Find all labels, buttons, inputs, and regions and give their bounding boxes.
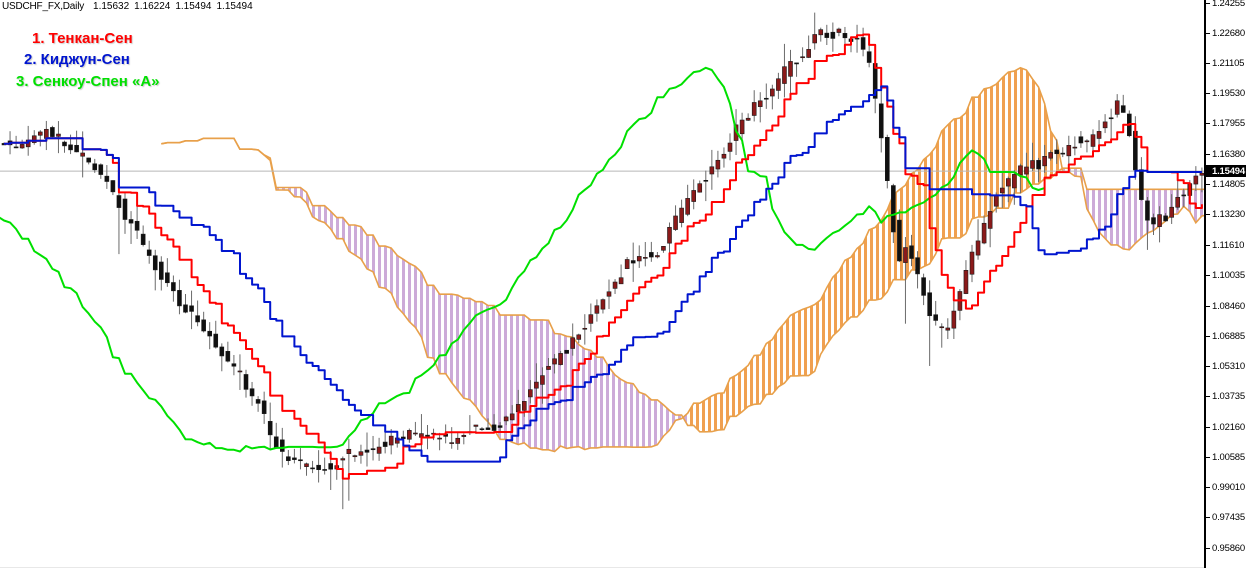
price-tick: 1.24255 [1206, 0, 1245, 9]
price-tick: 1.02160 [1206, 422, 1245, 433]
high-value: 1.16224 [134, 1, 171, 12]
price-tick-label: 1.00585 [1212, 451, 1245, 463]
tick-mark [1206, 2, 1210, 4]
price-tick: 0.99010 [1206, 482, 1245, 493]
tick-mark [1206, 153, 1210, 155]
kumo-cloud-group [161, 66, 1204, 453]
price-tick: 1.03735 [1206, 391, 1245, 402]
price-tick: 1.13230 [1206, 209, 1245, 220]
price-tick-label: 1.22680 [1212, 27, 1245, 39]
tick-mark [1206, 547, 1210, 549]
tick-mark [1206, 456, 1210, 458]
price-tick: 1.17955 [1206, 118, 1245, 129]
low-value: 1.15494 [175, 1, 212, 12]
price-tick-label: 1.02160 [1212, 421, 1245, 433]
price-tick-label: 1.06885 [1212, 330, 1245, 342]
tenkan-sen-line [4, 33, 1203, 480]
tick-mark [1206, 32, 1210, 34]
tick-mark [1206, 183, 1210, 185]
symbol-timeframe-label: USDCHF_FX,Daily [2, 1, 85, 12]
tick-mark [1206, 245, 1210, 247]
chart-plot-area[interactable] [0, 0, 1204, 568]
tick-mark [1206, 93, 1210, 95]
price-tick: 1.16380 [1206, 149, 1245, 160]
tick-mark [1206, 214, 1210, 216]
candlestick-series [1, 12, 1204, 510]
price-tick-label: 1.24255 [1212, 0, 1245, 9]
last-price-badge: 1.15494 [1206, 165, 1246, 178]
price-tick-label: 1.03735 [1212, 391, 1245, 403]
price-tick-label: 1.21105 [1212, 57, 1245, 69]
ohlc-values: 1.15632 1.16224 1.15494 1.15494 [93, 1, 253, 12]
legend-item-kijun-sen: 2. Киджун-Сен [24, 51, 130, 69]
senkou-span-a-line [0, 66, 1045, 453]
symbol-header: USDCHF_FX,Daily 1.15632 1.16224 1.15494 … [0, 0, 700, 13]
kijun-sen-line [4, 85, 1202, 463]
price-tick-label: 0.95860 [1212, 542, 1245, 554]
price-tick-label: 1.13230 [1212, 209, 1245, 221]
price-tick-label: 1.05310 [1212, 361, 1245, 373]
price-tick-label: 1.14805 [1212, 178, 1245, 190]
price-tick: 1.05310 [1206, 361, 1245, 372]
price-tick: 1.14805 [1206, 179, 1245, 190]
price-tick: 1.08460 [1206, 301, 1245, 312]
tick-mark [1206, 396, 1210, 398]
indicator-legend: 1. Тенкан-Сен 2. Киджун-Сен 3. Сенкоу-Сп… [16, 28, 160, 92]
price-tick-label: 0.97435 [1212, 512, 1245, 524]
price-tick-label: 1.17955 [1212, 118, 1245, 130]
price-tick: 1.22680 [1206, 28, 1245, 39]
tick-mark [1206, 426, 1210, 428]
tick-mark [1206, 62, 1210, 64]
legend-item-senkou-span-a: 3. Сенкоу-Спен «А» [16, 72, 160, 90]
tick-mark [1206, 366, 1210, 368]
open-value: 1.15632 [93, 1, 130, 12]
price-tick: 1.06885 [1206, 331, 1245, 342]
price-scale[interactable]: 1.24255 1.22680 1.21105 1.19530 1.17955 1.163… [1204, 0, 1246, 568]
price-tick-label: 1.11610 [1212, 240, 1245, 252]
price-tick: 1.21105 [1206, 58, 1244, 69]
tick-mark [1206, 305, 1210, 307]
legend-item-tenkan-sen: 1. Тенкан-Сен [32, 30, 133, 47]
tick-mark [1206, 123, 1210, 125]
price-tick: 1.00585 [1206, 452, 1245, 463]
price-tick: 1.10035 [1206, 270, 1245, 281]
price-tick: 1.11610 [1206, 240, 1244, 251]
tick-mark [1206, 517, 1210, 519]
price-tick-label: 1.08460 [1212, 300, 1245, 312]
price-tick: 1.19530 [1206, 88, 1245, 99]
price-tick: 0.97435 [1206, 512, 1245, 523]
price-tick-label: 0.99010 [1212, 482, 1245, 494]
price-tick-label: 1.10035 [1212, 270, 1245, 282]
tick-mark [1206, 275, 1210, 277]
close-value: 1.15494 [216, 1, 253, 12]
price-tick-label: 1.19530 [1212, 88, 1245, 100]
tick-mark [1206, 487, 1210, 489]
chart-canvas [0, 12, 1204, 510]
price-tick: 0.95860 [1206, 543, 1245, 554]
tick-mark [1206, 335, 1210, 337]
price-tick-label: 1.16380 [1212, 148, 1245, 160]
